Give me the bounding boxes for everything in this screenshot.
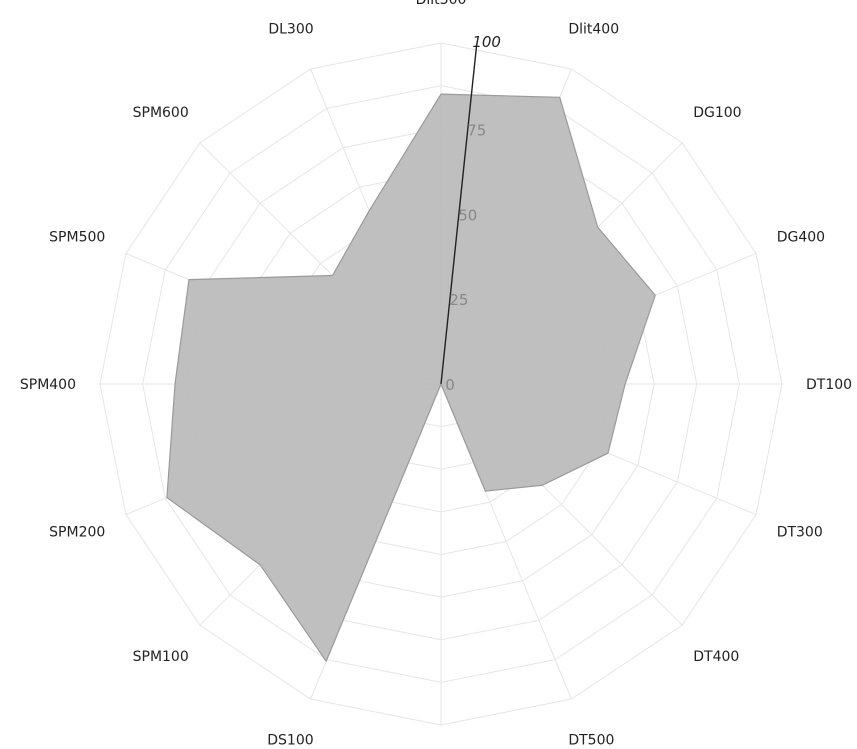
axis-label-dt500: DT500 xyxy=(568,733,614,749)
axis-label-spm100: SPM100 xyxy=(133,649,189,665)
axis-label-dl300: DL300 xyxy=(268,21,313,37)
data-series-polygon xyxy=(166,93,656,663)
axis-label-spm500: SPM500 xyxy=(49,230,105,246)
axis-label-dlit400: Dlit400 xyxy=(568,21,619,37)
axis-label-ds100: DS100 xyxy=(267,733,313,749)
tick-label-75: 75 xyxy=(467,122,486,140)
axis-label-dlit300: Dlit300 xyxy=(416,0,467,8)
tick-label-50: 50 xyxy=(458,206,477,224)
axis-label-dg100: DG100 xyxy=(693,105,741,121)
axis-label-dt400: DT400 xyxy=(693,649,739,665)
axis-label-spm200: SPM200 xyxy=(49,524,105,540)
tick-label-100: 100 xyxy=(472,33,501,51)
tick-label-25: 25 xyxy=(449,291,468,309)
tick-label-0: 0 xyxy=(445,376,455,394)
axis-label-dt300: DT300 xyxy=(777,524,823,540)
radial-axis: 0 25 50 75 100 xyxy=(440,33,501,394)
axis-label-spm600: SPM600 xyxy=(133,105,189,121)
axis-label-spm400: SPM400 xyxy=(20,377,76,393)
axis-label-dt100: DT100 xyxy=(806,377,852,393)
axis-label-dg400: DG400 xyxy=(777,230,825,246)
radial-axis-line xyxy=(440,44,478,385)
radar-data xyxy=(166,93,656,663)
axis-labels: Dlit300 Dlit400 DG100 DG400 DT100 DT300 DT400 D… xyxy=(20,0,852,749)
